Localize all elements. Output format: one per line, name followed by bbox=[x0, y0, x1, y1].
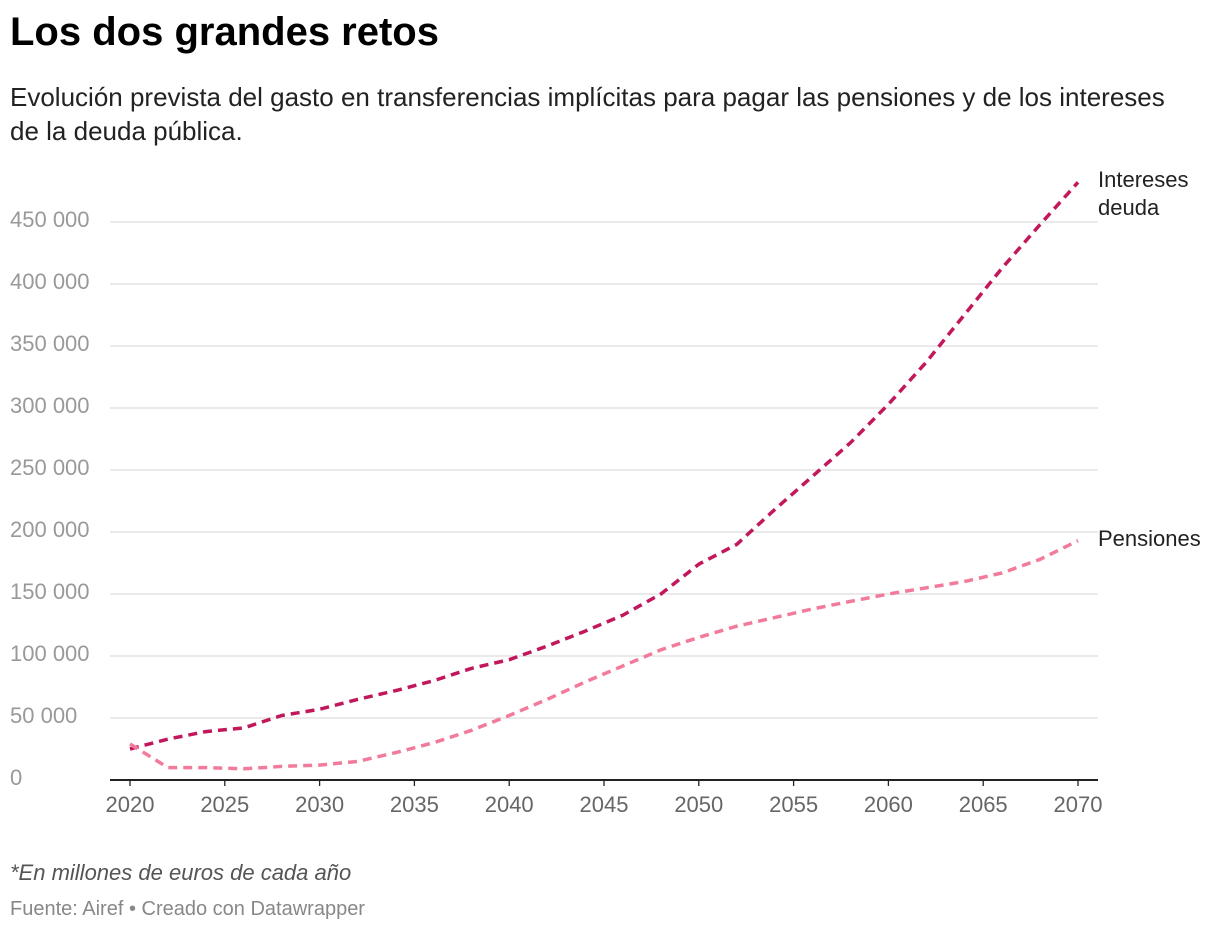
plot-area: 0 50 000 100 000 150 000 200 000 250 000 300 0… bbox=[10, 181, 1103, 817]
y-tick-label: 350 000 bbox=[10, 331, 90, 356]
y-tick-label: 450 000 bbox=[10, 207, 90, 232]
series-label: Intereses deuda bbox=[1098, 167, 1189, 221]
x-tick-label: 2030 bbox=[295, 792, 344, 817]
y-tick-label: 50 000 bbox=[10, 703, 77, 728]
x-tick-label: 2040 bbox=[485, 792, 534, 817]
y-tick-label: 0 bbox=[10, 765, 22, 790]
chart-subtitle: Evolución prevista del gasto en transfer… bbox=[10, 82, 1165, 146]
y-tick-label: 400 000 bbox=[10, 269, 90, 294]
y-tick-label: 250 000 bbox=[10, 455, 90, 480]
series-label: Pensiones bbox=[1098, 525, 1201, 551]
x-tick-label: 2055 bbox=[769, 792, 818, 817]
source: Fuente: Airef • Creado con Datawrapper bbox=[10, 898, 365, 920]
x-tick-label: 2025 bbox=[200, 792, 249, 817]
chart-title: Los dos grandes retos bbox=[10, 10, 439, 54]
y-tick-label: 150 000 bbox=[10, 579, 90, 604]
x-tick-label: 2020 bbox=[106, 792, 155, 817]
x-tick-label: 2065 bbox=[959, 792, 1008, 817]
y-tick-label: 100 000 bbox=[10, 641, 90, 666]
x-tick-label: 2035 bbox=[390, 792, 439, 817]
series-line bbox=[129, 181, 1080, 751]
x-tick-label: 2045 bbox=[580, 792, 629, 817]
y-tick-label: 300 000 bbox=[10, 393, 90, 418]
note: *En millones de euros de cada año bbox=[10, 860, 352, 885]
y-tick-label: 200 000 bbox=[10, 517, 90, 542]
series-line bbox=[129, 539, 1079, 771]
x-tick-label: 2050 bbox=[674, 792, 723, 817]
x-tick-label: 2070 bbox=[1054, 792, 1103, 817]
x-tick-label: 2060 bbox=[864, 792, 913, 817]
